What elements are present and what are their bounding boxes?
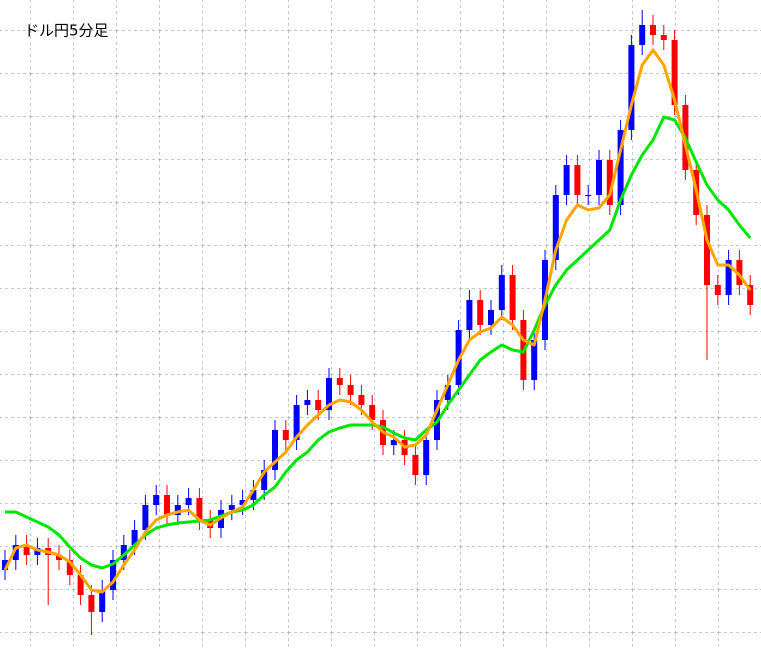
moving-average-line <box>3 48 752 594</box>
candle-body <box>552 195 559 260</box>
candle-body <box>671 40 678 105</box>
candle-body <box>261 470 268 490</box>
candle-body <box>423 440 430 475</box>
candle-body <box>617 130 624 205</box>
candle-body <box>563 165 570 195</box>
plot <box>2 10 754 635</box>
candle-body <box>358 395 365 405</box>
candle-body <box>369 405 376 420</box>
candle-body <box>23 545 30 555</box>
candle-body <box>326 378 332 410</box>
candle-body <box>639 25 646 45</box>
candle-body <box>185 498 192 505</box>
candle-body <box>736 260 743 285</box>
candle-body <box>2 560 8 570</box>
candle-body <box>196 498 203 520</box>
candle-body <box>282 430 289 440</box>
candle-body <box>56 555 62 560</box>
candle-body <box>347 385 354 395</box>
candle-body <box>77 575 84 595</box>
candle-body <box>293 405 300 440</box>
candle-body <box>174 505 181 515</box>
candle-body <box>250 490 257 500</box>
candle-body <box>304 400 311 405</box>
candle-body <box>509 275 516 320</box>
candle-body <box>650 25 656 35</box>
candle-body <box>477 300 484 325</box>
candle-body <box>628 45 635 130</box>
candle-body <box>315 400 322 410</box>
candle-body <box>142 505 149 530</box>
candle-body <box>390 440 397 445</box>
candle-body <box>153 495 160 505</box>
candle-body <box>488 310 494 325</box>
candle-body <box>131 530 138 545</box>
candle-body <box>228 505 235 510</box>
candle-body <box>164 495 170 515</box>
candle-body <box>412 455 419 475</box>
candle-body <box>444 385 451 400</box>
candle-body <box>574 165 581 195</box>
candle-body <box>12 545 19 560</box>
candle-body <box>704 215 710 285</box>
candle-body <box>606 160 613 205</box>
candle-body <box>747 285 754 305</box>
candle-body <box>714 285 721 295</box>
candle-body <box>110 560 116 590</box>
candle-body <box>725 260 732 295</box>
candle-body <box>66 560 73 575</box>
candle-body <box>531 340 538 380</box>
candle-body <box>466 300 473 330</box>
candle-body <box>336 378 343 385</box>
candle-body <box>498 275 505 310</box>
candle-body <box>596 160 602 195</box>
candle-body <box>272 430 278 470</box>
candle-body <box>88 595 95 612</box>
candle-body <box>120 545 127 560</box>
candle-body <box>239 500 246 505</box>
chart-title: ドル円5分足 <box>24 22 109 40</box>
candle-body <box>660 35 667 40</box>
candle-body <box>585 195 592 196</box>
candle-body <box>99 590 106 612</box>
